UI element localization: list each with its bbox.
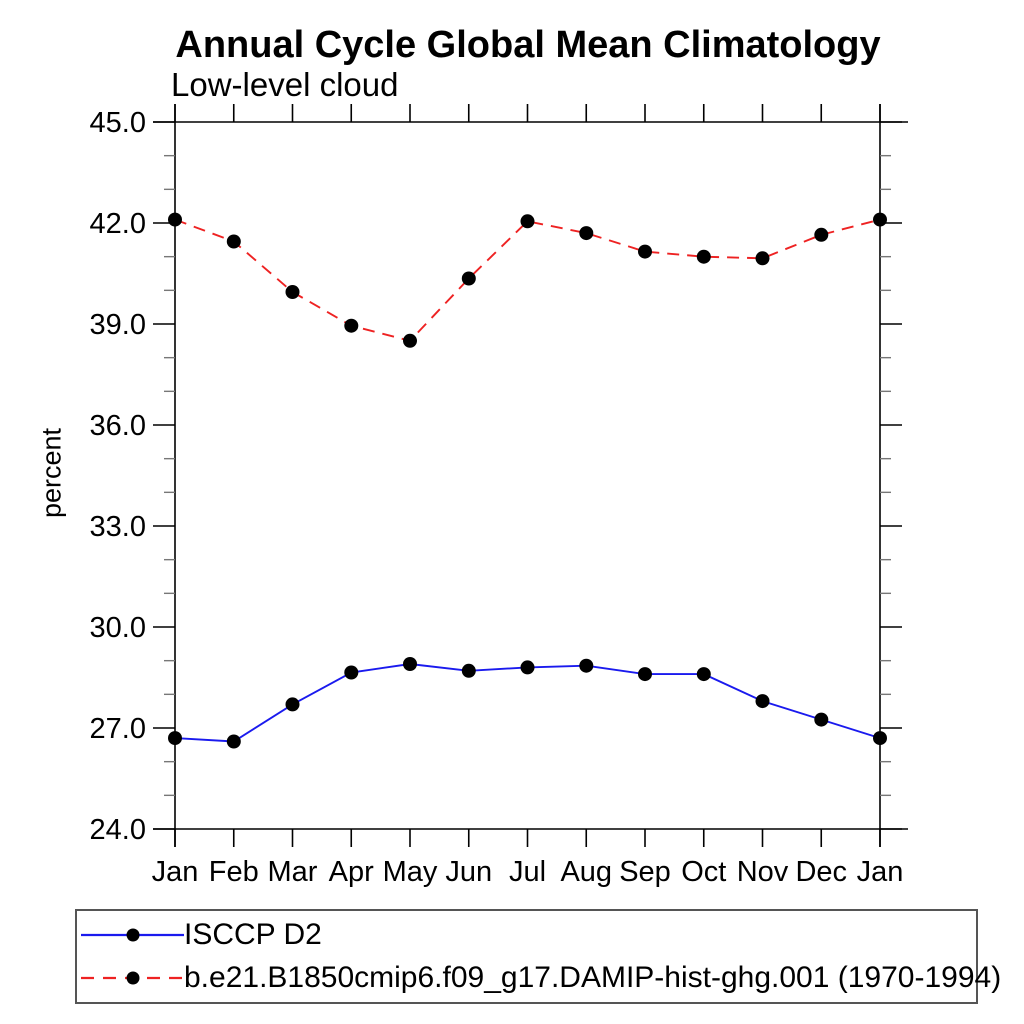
x-tick-label: Apr xyxy=(329,856,374,888)
data-point xyxy=(579,226,594,241)
x-tick-label: Oct xyxy=(681,856,726,888)
y-tick-label: 33.0 xyxy=(90,511,146,543)
y-tick-label: 30.0 xyxy=(90,612,146,644)
x-tick-label: Sep xyxy=(619,856,671,888)
data-point xyxy=(814,227,829,242)
y-tick-labels: 24.0 27.0 30.0 33.0 36.0 39.0 42.0 45.0 xyxy=(90,107,146,846)
x-tick-label: Feb xyxy=(209,856,259,888)
data-point xyxy=(520,660,535,675)
y-tick-label: 45.0 xyxy=(90,107,146,139)
x-tick-label: Dec xyxy=(795,856,847,888)
legend-label: ISCCP D2 xyxy=(184,917,322,951)
data-point xyxy=(814,712,829,727)
x-tick-label: Jul xyxy=(509,856,546,888)
x-tick-label: Aug xyxy=(560,856,612,888)
data-point xyxy=(226,734,241,749)
data-point xyxy=(344,318,359,333)
x-tick-label: Nov xyxy=(737,856,789,888)
legend-item: b.e21.B1850cmip6.f09_g17.DAMIP-hist-ghg.… xyxy=(77,958,1001,998)
data-point xyxy=(755,251,770,266)
chart-title: Annual Cycle Global Mean Climatology xyxy=(175,24,881,66)
x-tick-label: Mar xyxy=(268,856,318,888)
data-point xyxy=(285,285,300,299)
data-point xyxy=(696,667,711,682)
data-point xyxy=(520,214,535,229)
x-ticks xyxy=(174,104,881,847)
legend-item: ISCCP D2 xyxy=(77,915,976,955)
x-tick-label: Jan xyxy=(152,856,199,888)
x-tick-labels: Jan Feb Mar Apr May Jun Jul Aug Sep Oct Nov Dec Jan xyxy=(152,856,904,888)
series-1 xyxy=(168,212,887,348)
data-point xyxy=(696,249,711,264)
legend-label: b.e21.B1850cmip6.f09_g17.DAMIP-hist-ghg.… xyxy=(184,961,1002,995)
chart-subtitle: Low-level cloud xyxy=(171,66,399,103)
data-point xyxy=(873,731,887,746)
data-point xyxy=(168,731,182,746)
data-point xyxy=(638,244,652,259)
data-point xyxy=(873,212,887,227)
data-point xyxy=(461,271,476,286)
y-tick-label: 27.0 xyxy=(90,713,146,745)
axes xyxy=(153,104,908,847)
data-point xyxy=(226,234,241,249)
y-tick-label: 24.0 xyxy=(90,814,146,846)
data-point xyxy=(638,667,652,682)
data-point xyxy=(403,657,417,671)
data-point xyxy=(344,665,359,680)
data-point xyxy=(168,212,182,227)
y-major-ticks xyxy=(153,121,902,830)
legend-line-solid-icon xyxy=(81,928,184,942)
y-tick-label: 39.0 xyxy=(90,309,146,341)
x-tick-label: May xyxy=(383,856,438,888)
legend: ISCCP D2 b.e21.B1850cmip6.f09_g17.DAMIP-… xyxy=(75,909,1001,1004)
data-point xyxy=(579,658,594,673)
y-minor-ticks xyxy=(164,154,891,797)
y-tick-label: 42.0 xyxy=(90,208,146,240)
legend-line-dashed-icon xyxy=(81,971,184,985)
data-point xyxy=(403,333,417,348)
y-tick-label: 36.0 xyxy=(90,410,146,442)
data-point xyxy=(755,694,770,709)
data-point xyxy=(461,663,476,678)
series-0 xyxy=(168,657,887,749)
x-tick-label: Jan xyxy=(857,856,904,888)
x-tick-label: Jun xyxy=(445,856,492,888)
data-point xyxy=(285,697,300,712)
